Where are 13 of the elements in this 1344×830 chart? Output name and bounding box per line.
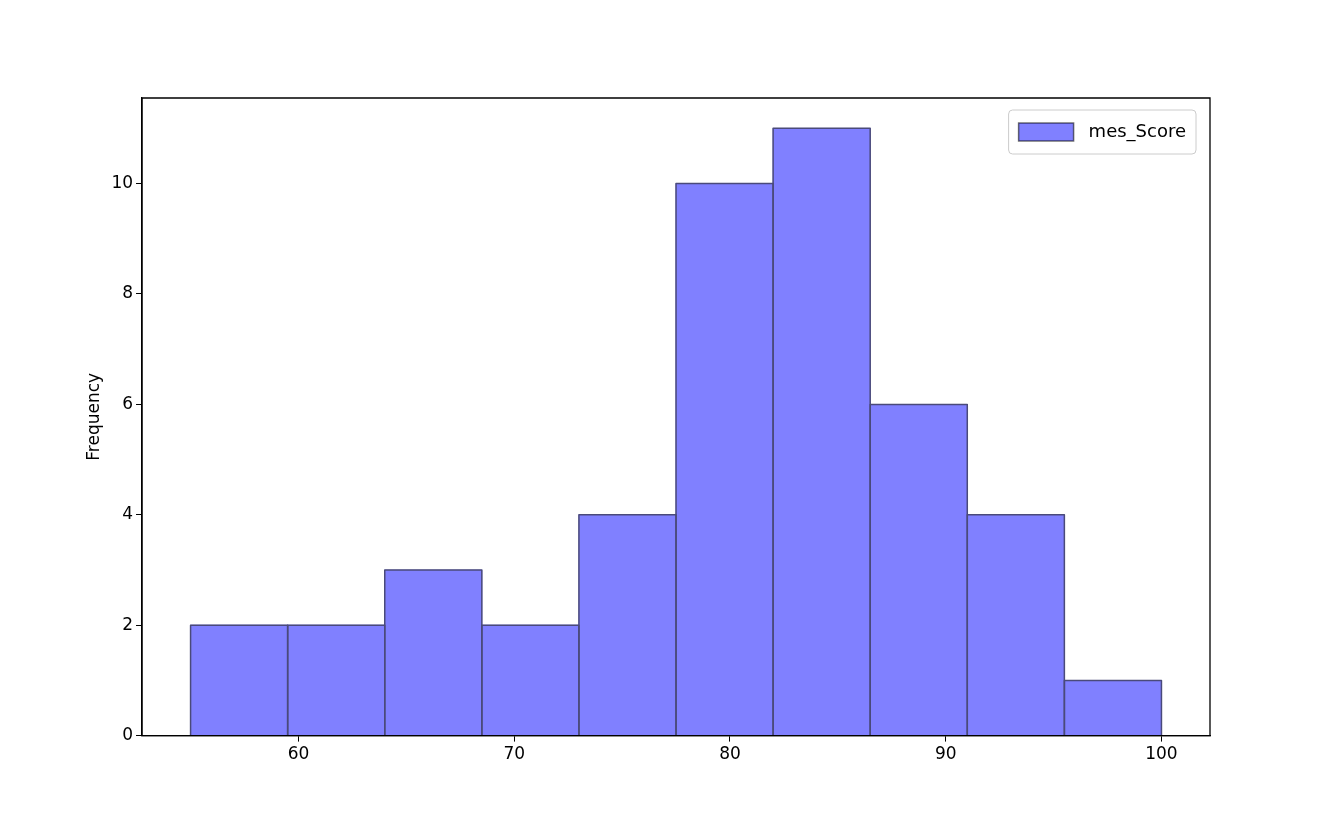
- x-tick-label: 70: [503, 743, 526, 764]
- legend-label: mes_Score: [1088, 119, 1187, 142]
- y-tick-label: 8: [122, 282, 134, 303]
- x-tick-label: 80: [719, 743, 741, 764]
- x-tick-label: 100: [1145, 743, 1178, 764]
- y-tick-label: 6: [122, 392, 134, 413]
- y-tick-label: 0: [122, 724, 134, 745]
- x-tick-label: 60: [287, 743, 310, 764]
- y-tick-label: 4: [122, 503, 134, 524]
- x-tick-label: 90: [934, 743, 957, 764]
- y-axis-title: Frequency: [82, 372, 103, 461]
- y-tick-label: 10: [111, 171, 134, 192]
- y-tick-label: 2: [122, 613, 134, 634]
